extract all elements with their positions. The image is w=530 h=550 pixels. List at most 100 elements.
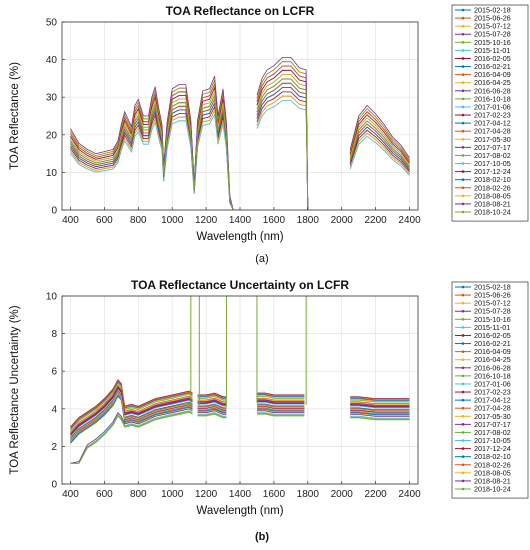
legend-label: 2015-11-01 bbox=[474, 323, 510, 332]
series-line-2018-08-21 bbox=[70, 57, 410, 210]
legend-marker bbox=[461, 81, 465, 85]
y-tick-label: 40 bbox=[46, 55, 58, 66]
series-line-2016-04-09 bbox=[70, 384, 410, 433]
x-tick-label: 2000 bbox=[331, 215, 354, 226]
legend-marker bbox=[461, 105, 465, 109]
legend-label: 2017-02-23 bbox=[474, 388, 511, 397]
x-tick-label: 2200 bbox=[364, 215, 387, 226]
x-tick-label: 1400 bbox=[229, 215, 252, 226]
series-line-2018-10-24 bbox=[70, 410, 410, 464]
panel-label: (a) bbox=[255, 253, 268, 265]
legend-item: 2016-06-28 bbox=[455, 363, 511, 372]
legend-label: 2018-02-26 bbox=[474, 460, 511, 469]
legend-label: 2017-05-30 bbox=[474, 412, 511, 421]
legend-item: 2015-06-26 bbox=[455, 291, 511, 300]
legend-marker bbox=[461, 65, 465, 68]
x-tick-label: 400 bbox=[62, 489, 79, 500]
legend-label: 2018-02-26 bbox=[474, 183, 511, 192]
x-tick-label: 600 bbox=[96, 215, 113, 226]
legend-marker bbox=[461, 137, 465, 141]
chart-title: TOA Reflectance Uncertainty on LCFR bbox=[131, 278, 349, 292]
legend-marker bbox=[461, 406, 465, 410]
legend-item: 2017-05-30 bbox=[455, 135, 511, 144]
legend-item: 2015-07-12 bbox=[455, 299, 511, 308]
series-line-2018-02-26 bbox=[70, 380, 410, 428]
legend-marker bbox=[461, 439, 465, 442]
legend-item: 2016-06-28 bbox=[455, 86, 511, 95]
legend-marker bbox=[461, 398, 465, 402]
legend-marker bbox=[461, 202, 465, 206]
series-line-2016-04-25 bbox=[70, 396, 410, 445]
legend-label: 2017-08-02 bbox=[474, 428, 511, 437]
legend-item: 2018-08-05 bbox=[455, 191, 511, 200]
legend-marker bbox=[461, 471, 465, 475]
legend-marker bbox=[461, 49, 465, 52]
legend-label: 2017-12-24 bbox=[474, 167, 511, 176]
legend-label: 2017-12-24 bbox=[474, 444, 511, 453]
x-tick-label: 1200 bbox=[195, 489, 218, 500]
legend-item: 2017-07-17 bbox=[455, 420, 511, 429]
series-group bbox=[70, 57, 410, 210]
legend-marker bbox=[461, 121, 465, 125]
legend-item: 2016-04-09 bbox=[455, 70, 511, 79]
x-tick-label: 1400 bbox=[229, 489, 252, 500]
legend-label: 2018-08-05 bbox=[474, 468, 511, 477]
legend-item: 2015-07-28 bbox=[455, 307, 511, 316]
legend-marker bbox=[461, 170, 465, 173]
legend-marker bbox=[461, 154, 465, 157]
y-tick-label: 2 bbox=[51, 442, 57, 453]
series-line-2018-02-10 bbox=[70, 395, 410, 444]
legend-marker bbox=[461, 24, 465, 28]
series-group bbox=[70, 296, 410, 464]
legend-item: 2017-01-06 bbox=[455, 379, 511, 388]
series-line-2017-08-02 bbox=[70, 382, 410, 431]
legend-marker bbox=[461, 146, 465, 149]
x-axis-label: Wavelength (nm) bbox=[196, 505, 283, 517]
x-tick-label: 600 bbox=[96, 489, 113, 500]
series-line-2017-10-05 bbox=[70, 393, 410, 442]
legend-item: 2015-11-01 bbox=[455, 46, 510, 55]
series-line-2017-02-23 bbox=[70, 392, 410, 441]
legend-item: 2017-04-12 bbox=[455, 396, 511, 405]
x-axis-label: Wavelength (nm) bbox=[196, 231, 283, 243]
legend-marker bbox=[461, 318, 465, 321]
x-tick-label: 1600 bbox=[263, 489, 286, 500]
legend-label: 2016-04-09 bbox=[474, 70, 511, 79]
y-tick-label: 4 bbox=[51, 404, 57, 415]
series-line-2017-05-30 bbox=[70, 385, 410, 434]
legend-marker bbox=[461, 431, 465, 434]
legend-item: 2017-08-02 bbox=[455, 151, 511, 160]
legend-marker bbox=[461, 374, 465, 378]
legend-marker bbox=[461, 293, 465, 297]
series-line-2018-10-24 bbox=[70, 78, 410, 210]
x-tick-label: 2000 bbox=[331, 489, 354, 500]
legend-marker bbox=[461, 479, 465, 483]
legend-label: 2017-07-17 bbox=[474, 420, 511, 429]
legend-marker bbox=[461, 447, 465, 450]
legend-label: 2017-10-05 bbox=[474, 436, 511, 445]
legend-marker bbox=[461, 390, 465, 394]
legend-marker bbox=[461, 382, 465, 386]
legend-label: 2016-10-18 bbox=[474, 94, 511, 103]
legend-label: 2016-06-28 bbox=[474, 363, 511, 372]
x-tick-label: 1200 bbox=[195, 215, 218, 226]
series-line-2016-10-18 bbox=[70, 411, 410, 464]
legend-label: 2015-07-28 bbox=[474, 30, 511, 39]
legend-marker bbox=[461, 89, 465, 93]
legend-item: 2015-10-16 bbox=[455, 315, 511, 324]
series-line-2015-11-01 bbox=[70, 410, 410, 464]
legend-label: 2017-05-30 bbox=[474, 135, 511, 144]
legend-label: 2016-04-09 bbox=[474, 347, 511, 356]
chart-panel-b: 400 600 800 1000 1200 1400 1600 1800 2000 2200 240… bbox=[9, 278, 529, 543]
legend-item: 2016-02-21 bbox=[455, 339, 511, 348]
y-tick-label: 6 bbox=[51, 367, 57, 378]
legend-label: 2018-08-21 bbox=[474, 476, 511, 485]
x-tick-label: 2400 bbox=[398, 489, 421, 500]
legend-item: 2017-04-28 bbox=[455, 404, 511, 413]
legend-label: 2016-04-25 bbox=[474, 78, 511, 87]
legend-marker bbox=[461, 414, 465, 418]
y-tick-label: 30 bbox=[46, 93, 58, 104]
legend-marker bbox=[461, 162, 465, 165]
legend-marker bbox=[461, 285, 465, 289]
